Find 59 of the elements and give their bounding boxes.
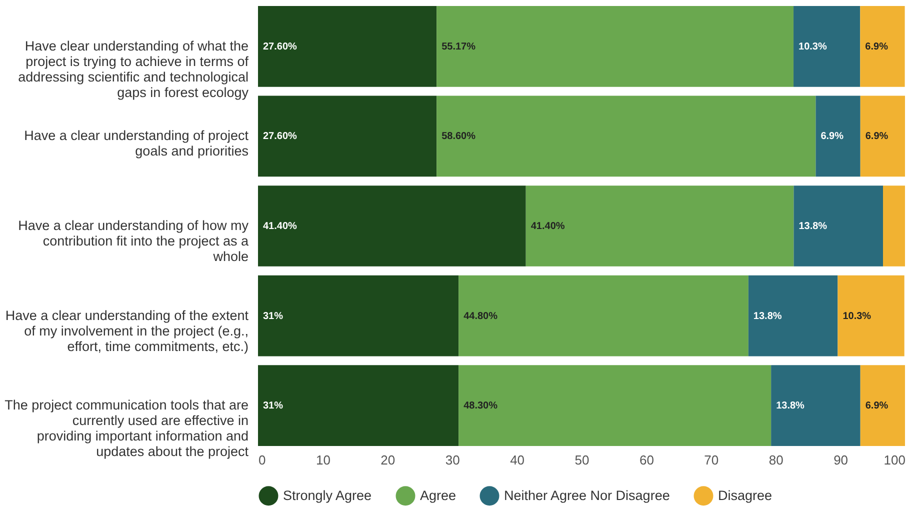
data-label: 31%: [263, 400, 284, 412]
legend-label: Disagree: [718, 488, 772, 503]
data-label: 10.3%: [842, 310, 872, 322]
bar: [258, 96, 437, 177]
bar: [748, 275, 838, 356]
bar: [258, 365, 459, 446]
bar: [860, 6, 905, 87]
x-tick-label: 20: [380, 452, 396, 468]
data-label: 13.8%: [776, 400, 805, 412]
data-label: 6.9%: [820, 131, 844, 142]
bar: [816, 96, 860, 177]
bar: [436, 96, 816, 177]
legend-label: Agree: [420, 488, 456, 503]
bar: [526, 186, 794, 266]
x-tick-label: 10: [316, 452, 330, 468]
x-tick-label: 80: [768, 452, 784, 468]
data-label: 27.60%: [263, 41, 298, 52]
y-tick-label: Have a clear understanding of how my contribution fit into the project as a whole: [18, 218, 249, 264]
bar: [794, 6, 860, 87]
bar: [883, 186, 905, 266]
data-label: 6.9%: [865, 41, 888, 52]
x-tick-label: 30: [445, 452, 460, 468]
data-label: 48.30%: [464, 400, 498, 412]
data-label: 55.17%: [442, 41, 476, 52]
x-tick-label: 100: [884, 452, 906, 468]
data-label: 6.9%: [865, 131, 888, 142]
y-tick-label: Have clear understanding of what the project is trying to achieve in terms of addressing scientific and technological gaps in forest ecology: [18, 38, 249, 100]
y-tick-label: The project communication tools that are currently used are effective in providing important information and updates about the project: [4, 398, 249, 460]
bar: [458, 275, 748, 356]
bar: [258, 186, 526, 266]
x-tick-label: 40: [510, 452, 525, 468]
x-tick-label: 50: [574, 452, 590, 468]
bar: [771, 365, 860, 446]
x-tick-label: 70: [704, 452, 719, 468]
bar: [258, 275, 459, 356]
data-label: 13.8%: [798, 221, 828, 232]
x-tick-label: 0: [258, 452, 266, 468]
bar: [436, 6, 794, 87]
y-tick-label: Have a clear understanding of project goals and priorities: [24, 128, 249, 159]
data-label: 27.60%: [263, 131, 298, 142]
data-label: 31%: [263, 310, 284, 322]
data-label: 44.80%: [464, 310, 498, 322]
y-tick-label: Have a clear understanding of the extent of my involvement in the project (e.g., effort, time commitments, etc.): [5, 308, 249, 354]
x-tick-label: 90: [834, 452, 848, 468]
data-label: 58.60%: [442, 131, 476, 142]
data-label: 41.40%: [530, 221, 565, 232]
data-label: 6.9%: [865, 400, 888, 412]
bar: [258, 6, 437, 87]
bar: [860, 365, 905, 446]
legend-label: Strongly Agree: [283, 488, 372, 503]
bar: [860, 96, 905, 177]
bar: [794, 186, 883, 266]
data-label: 10.3%: [798, 41, 827, 52]
x-tick-label: 60: [639, 452, 654, 468]
bar: [838, 275, 904, 356]
data-label: 41.40%: [263, 221, 298, 232]
bar: [458, 365, 772, 446]
legend-label: Neither Agree Nor Disagree: [504, 488, 670, 503]
data-label: 13.8%: [753, 310, 782, 322]
